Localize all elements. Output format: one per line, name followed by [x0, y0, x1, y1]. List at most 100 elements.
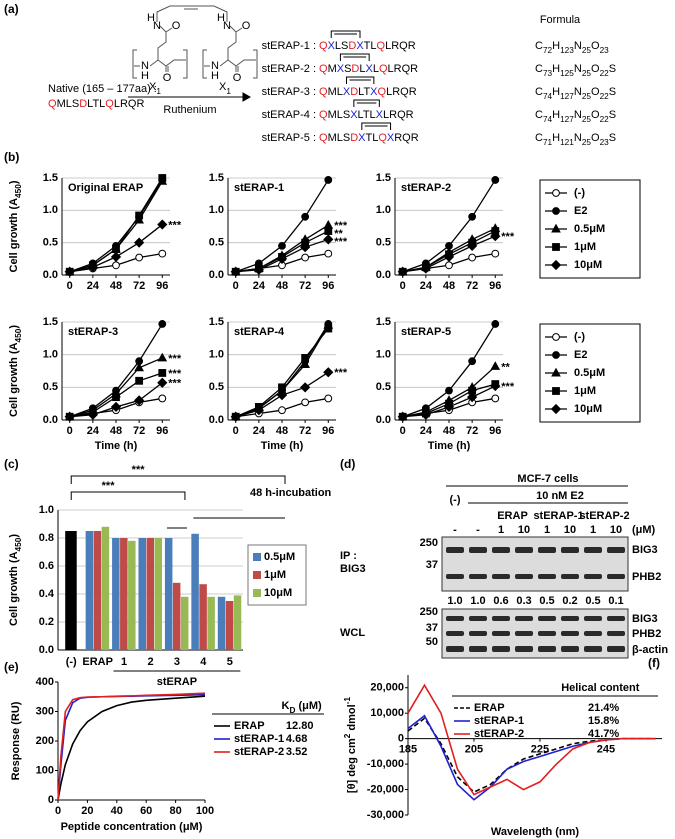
table-header-part: K: [281, 700, 289, 712]
x-tick-label: 72: [466, 280, 478, 292]
significance: ***: [168, 378, 182, 390]
band: [515, 616, 533, 621]
significance: ***: [102, 480, 116, 492]
panel-label: (c): [4, 457, 19, 471]
y-tick-label: 300: [36, 705, 54, 717]
ratio: 1.0: [470, 595, 485, 607]
residue-group: TL: [365, 132, 378, 144]
band: [584, 574, 602, 579]
x-tick-label: 24: [87, 425, 100, 437]
residue-group: ML: [328, 86, 343, 98]
panel-label: (f): [648, 656, 660, 670]
band: [515, 631, 533, 636]
bar: [147, 538, 155, 650]
table-value: 21.4%: [588, 702, 619, 714]
band: [446, 547, 464, 553]
x-tick-label: 96: [322, 280, 334, 292]
legend-label: E2: [574, 205, 587, 217]
y-axis-label: Cell growth (A450): [8, 534, 23, 626]
x-tick-label: 96: [322, 425, 334, 437]
band: [561, 574, 579, 579]
atom-label: O: [172, 20, 181, 32]
significance: **: [501, 361, 510, 373]
x-tick-label: 96: [489, 280, 501, 292]
residue-group: D: [348, 40, 356, 52]
marker: [136, 212, 143, 219]
y-tick-label: 0.0: [43, 269, 58, 281]
marker: [491, 362, 499, 369]
marker: [325, 395, 332, 402]
bar: [112, 538, 120, 650]
band: [469, 547, 487, 553]
element: H: [552, 86, 560, 98]
table-title: Helical content: [561, 682, 640, 694]
marker: [159, 250, 166, 257]
y-tick-label: 1.5: [43, 172, 58, 184]
table-value: 15.8%: [588, 715, 619, 727]
staple-bracket: [347, 77, 374, 84]
y-tick-label: 1.0: [39, 504, 54, 516]
chart-title: stERAP-5: [401, 326, 451, 338]
legend-label: 0.5μM: [264, 551, 295, 563]
band-label: BIG3: [632, 544, 658, 556]
x-tick-label: 20: [81, 805, 93, 817]
x-tick-label: 0: [233, 425, 239, 437]
y-tick-label: 0.0: [39, 644, 54, 656]
x-tick-label: 48: [443, 280, 455, 292]
y-tick-label: 10,000: [370, 707, 404, 719]
marker: [301, 383, 310, 392]
x-tick-label: 3: [174, 656, 180, 668]
marker: [324, 368, 333, 377]
x-tick-label: 48: [276, 280, 288, 292]
x-tick-label: 0: [233, 280, 239, 292]
bar: [207, 597, 215, 650]
legend-label: stERAP-2: [474, 728, 524, 740]
marker: [469, 213, 476, 220]
atom-label: H: [217, 12, 225, 24]
marker: [302, 355, 309, 362]
y-tick-label: 1.5: [376, 316, 391, 328]
element-count: 25: [582, 46, 592, 55]
sequence: QMLSDLTLQLRQR: [48, 98, 144, 110]
y-tick-label: 400: [36, 676, 54, 688]
bar: [234, 595, 242, 650]
chart-title: stERAP-4: [234, 326, 285, 338]
x-tick-label: 72: [299, 425, 311, 437]
x-axis-label: Peptide concentration (μM): [61, 821, 203, 833]
element: H: [552, 40, 560, 52]
legend-label: (-): [574, 331, 585, 343]
residue-group: MLS: [328, 132, 351, 144]
y-tick-label: 0.6: [39, 560, 54, 572]
element: C: [535, 109, 543, 121]
formula-header: Formula: [540, 14, 581, 26]
significance: ***: [334, 236, 348, 248]
y-axis-label-part: [θ] deg cm: [346, 738, 358, 793]
element-count: 25: [582, 115, 592, 124]
sequence: QMLSXLTLXLRQR: [319, 109, 414, 121]
element: H: [552, 63, 560, 75]
lane-label: 10: [518, 524, 530, 536]
x-tick-label: 100: [196, 805, 214, 817]
x-tick-label: 48: [443, 425, 455, 437]
staple-bracket: [331, 31, 360, 38]
formula: C74H127N25O22S: [535, 86, 616, 101]
residue-group: D: [79, 98, 87, 110]
element-count: 74: [543, 92, 553, 101]
marker: [159, 321, 166, 328]
band: [515, 547, 533, 553]
chart-title: stERAP-1: [234, 182, 284, 194]
y-tick-label: 200: [36, 735, 54, 747]
x-axis-label: Time (h): [95, 440, 138, 452]
band: [607, 646, 625, 652]
x-tick-label: ERAP: [82, 656, 113, 668]
native-label: Native (165 – 177aa) :: [48, 83, 157, 95]
band: [607, 547, 625, 553]
atom-label: O: [163, 72, 172, 84]
y-axis-label-part: ): [8, 534, 20, 538]
lane-label: -: [476, 524, 480, 536]
x-tick-label: 72: [133, 425, 145, 437]
marker: [325, 325, 332, 332]
chart-title: stERAP-3: [68, 326, 118, 338]
ratio: 0.2: [562, 595, 577, 607]
lane-label: 10: [564, 524, 576, 536]
